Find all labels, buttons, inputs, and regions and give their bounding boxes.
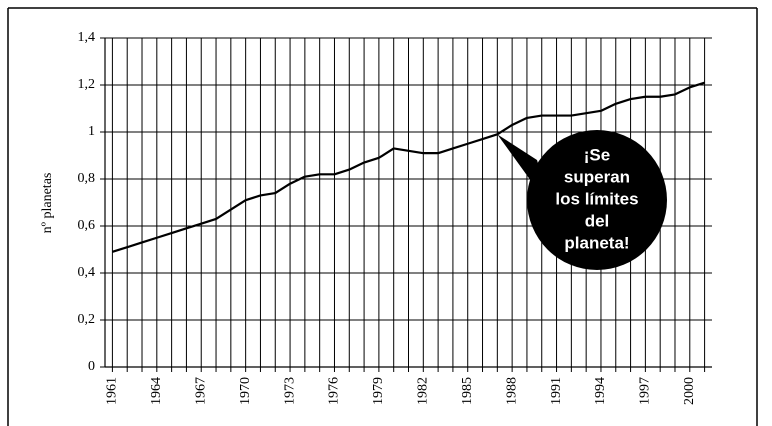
x-tick-label: 1982	[416, 377, 431, 405]
y-tick-label: 0,4	[78, 265, 96, 280]
y-axis-label: nº planetas	[40, 173, 55, 234]
x-tick-label: 1964	[149, 377, 164, 405]
callout-text: del	[585, 211, 610, 230]
y-tick-label: 1	[88, 124, 95, 139]
callout-text: superan	[564, 167, 630, 186]
y-tick-label: 0,2	[78, 312, 96, 327]
callout-text: los límites	[555, 189, 638, 208]
y-tick-label: 0,6	[78, 218, 96, 233]
x-tick-label: 1961	[105, 377, 120, 405]
data-line	[112, 81, 705, 253]
y-tick-label: 1,2	[78, 77, 96, 92]
x-tick-label: 1997	[638, 377, 653, 405]
x-tick-label: 1988	[504, 377, 519, 405]
x-tick-label: 1967	[193, 377, 208, 405]
y-tick-label: 1,4	[78, 30, 96, 45]
callout-text: ¡Se	[584, 145, 610, 164]
callout-bubble	[527, 130, 667, 270]
x-tick-label: 2000	[682, 377, 697, 405]
x-tick-label: 1994	[593, 377, 608, 405]
callout-text: planeta!	[564, 233, 629, 252]
y-tick-label: 0,8	[78, 171, 96, 186]
x-tick-label: 1970	[238, 377, 253, 405]
x-tick-label: 1991	[549, 377, 564, 405]
y-tick-label: 0	[88, 359, 95, 374]
x-tick-label: 1985	[460, 377, 475, 405]
x-tick-label: 1979	[371, 377, 386, 405]
x-tick-label: 1973	[282, 377, 297, 405]
callout: ¡Se superan los límites del planeta!	[497, 130, 667, 270]
x-tick-label: 1976	[327, 377, 342, 405]
